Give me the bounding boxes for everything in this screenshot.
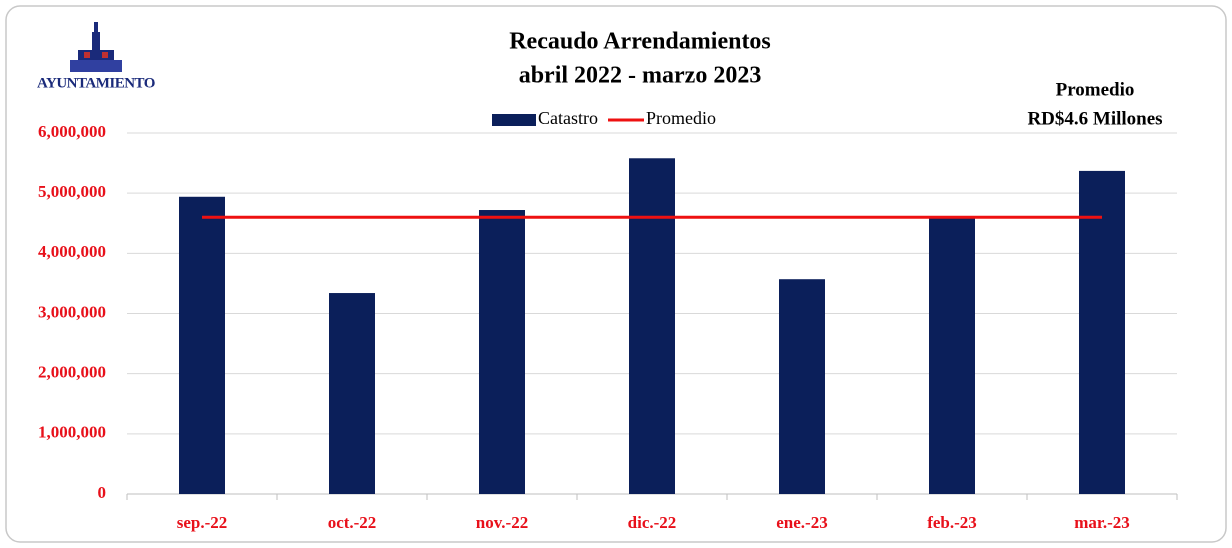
logo-text: AYUNTAMIENTO xyxy=(37,75,155,91)
annotation: Promedio xyxy=(1056,79,1135,100)
logo xyxy=(70,22,122,72)
y-tick-label: 5,000,000 xyxy=(38,182,106,201)
x-tick-label: nov.-22 xyxy=(476,513,528,532)
bar xyxy=(779,279,825,494)
chart-title: Recaudo Arrendamientos xyxy=(509,29,771,55)
annotation: RD$4.6 Millones xyxy=(1027,108,1162,129)
legend-label: Promedio xyxy=(646,108,716,128)
x-tick-label: sep.-22 xyxy=(177,513,228,532)
y-tick-label: 2,000,000 xyxy=(38,363,106,382)
x-tick-label: oct.-22 xyxy=(328,513,377,532)
x-tick-label: dic.-22 xyxy=(628,513,677,532)
y-tick-label: 4,000,000 xyxy=(38,242,106,261)
bar xyxy=(479,210,525,494)
bar xyxy=(1079,170,1125,494)
x-tick-label: feb.-23 xyxy=(927,513,977,532)
chart-subtitle: abril 2022 - marzo 2023 xyxy=(519,63,762,89)
chart-frame xyxy=(5,5,1227,543)
bar xyxy=(629,158,675,494)
y-tick-label: 3,000,000 xyxy=(38,302,106,321)
x-tick-label: mar.-23 xyxy=(1074,513,1130,532)
bar xyxy=(179,196,225,494)
x-tick-label: ene.-23 xyxy=(776,513,827,532)
y-tick-label: 0 xyxy=(98,483,107,502)
y-tick-label: 1,000,000 xyxy=(38,423,106,442)
bar xyxy=(329,293,375,494)
y-tick-label: 6,000,000 xyxy=(38,122,106,141)
legend-label: Catastro xyxy=(538,108,598,128)
legend-swatch xyxy=(492,114,536,126)
bar xyxy=(929,216,975,494)
